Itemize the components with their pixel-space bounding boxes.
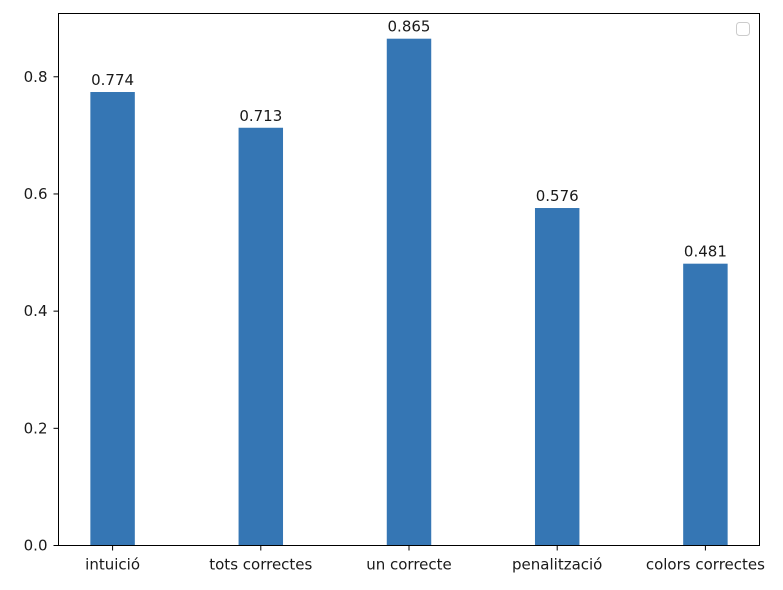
bar-2: [386, 38, 432, 546]
bar-value-label-4: 0.481: [684, 243, 727, 261]
x-tick-label-1: tots correctes: [209, 556, 312, 574]
bar-0: [90, 92, 135, 546]
bar-4: [683, 263, 728, 546]
y-tick-label-0: 0.0: [24, 537, 48, 555]
plot-frame: [58, 13, 760, 546]
legend-empty-frame: [736, 22, 750, 36]
x-tick-label-4: colors correctes: [646, 556, 765, 574]
bar-value-labels: 0.774 0.713 0.865 0.576 0.481: [91, 18, 727, 261]
x-tick-label-2: un correcte: [366, 556, 452, 574]
x-tick-label-0: intuició: [85, 556, 140, 574]
x-tick-label-3: penalització: [512, 556, 602, 574]
legend-box: [736, 22, 750, 36]
x-axis: intuició tots correctes un correcte penalit…: [85, 545, 765, 574]
y-tick-label-2: 0.4: [24, 302, 48, 320]
bar-1: [238, 127, 284, 546]
y-tick-label-4: 0.8: [24, 68, 48, 86]
bar-value-label-3: 0.576: [536, 187, 579, 205]
y-axis: 0.0 0.2 0.4 0.6 0.8: [24, 68, 59, 555]
bar-value-label-2: 0.865: [388, 18, 431, 36]
bar-3: [534, 208, 580, 546]
bars-layer: [90, 38, 728, 546]
bar-value-label-1: 0.713: [239, 107, 282, 125]
bar-value-label-0: 0.774: [91, 71, 134, 89]
y-tick-label-1: 0.2: [24, 419, 48, 437]
y-tick-label-3: 0.6: [24, 185, 48, 203]
